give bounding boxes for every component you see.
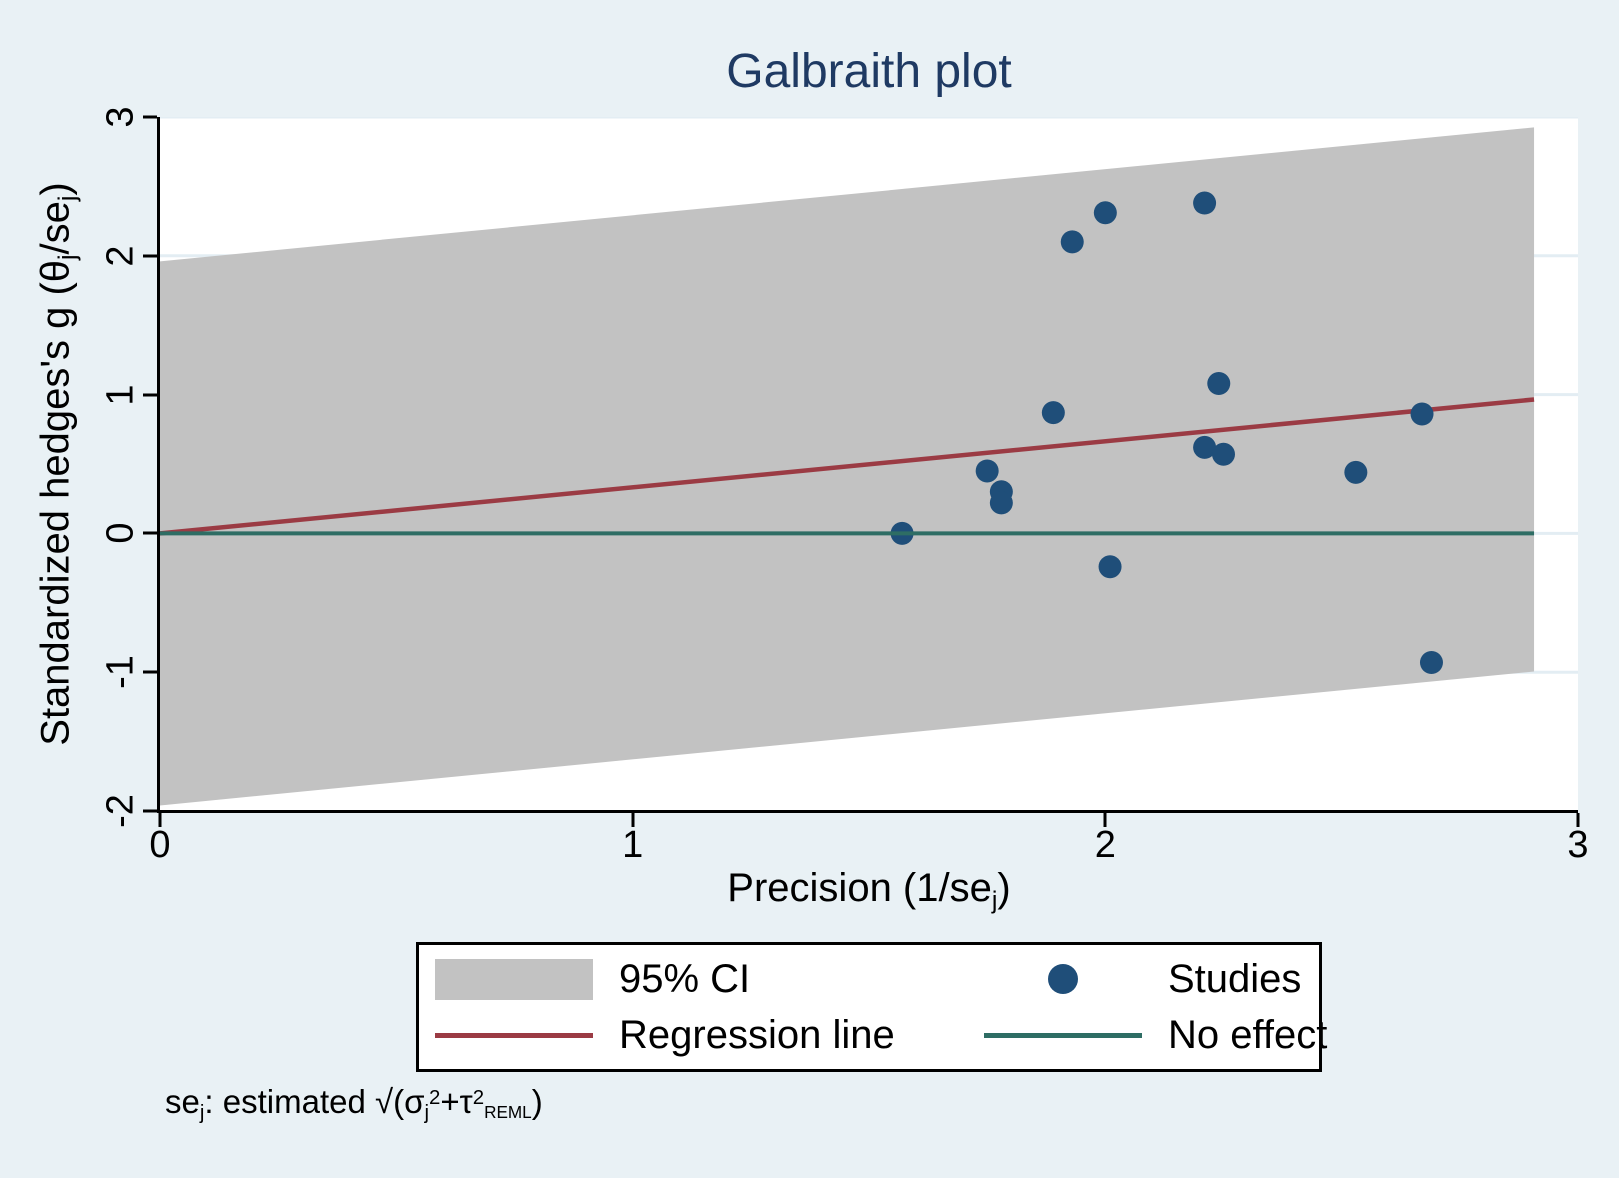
y-tick-label: -2	[99, 794, 142, 828]
y-tick-label: 3	[99, 106, 142, 128]
x-tick-mark	[1103, 813, 1107, 827]
x-tick-label: 2	[1094, 824, 1116, 866]
study-point	[975, 459, 999, 483]
footnote: sej: estimated √(σj2+τ2REML)	[165, 1083, 543, 1125]
y-tick-mark	[143, 809, 157, 813]
x-axis-line	[157, 810, 1578, 813]
no-effect-line-swatch	[984, 1032, 1142, 1038]
y-axis-title: Standardized hedges's g (θj/sej)	[33, 182, 82, 746]
x-tick-mark	[631, 813, 635, 827]
y-axis-line	[157, 117, 160, 813]
y-tick-mark	[143, 115, 157, 119]
y-tick-mark	[143, 254, 157, 258]
study-point	[1212, 442, 1235, 466]
studies-dot-swatch	[1048, 964, 1078, 994]
y-tick-label: 1	[99, 384, 142, 406]
legend-label-regression: Regression line	[619, 1012, 895, 1057]
y-tick-label: 2	[99, 245, 142, 267]
regression-line	[160, 397, 1535, 536]
study-point	[1207, 371, 1231, 395]
y-tick-mark	[143, 670, 157, 674]
study-point	[1060, 230, 1084, 254]
legend-label-no-effect: No effect	[1168, 1012, 1328, 1057]
legend-item-ci: 95% CI	[435, 957, 984, 1002]
x-tick-label: 0	[149, 824, 171, 866]
study-point	[1193, 435, 1217, 459]
study-point	[1193, 191, 1217, 215]
plot-canvas	[160, 117, 1578, 806]
study-point	[1098, 555, 1122, 579]
legend-item-studies: Studies	[984, 957, 1327, 1002]
legend-item-regression: Regression line	[435, 1013, 984, 1058]
regression-line-swatch	[435, 1032, 593, 1038]
study-point	[1041, 401, 1065, 425]
study-point	[1344, 460, 1368, 484]
x-tick-mark	[158, 813, 162, 827]
legend: 95% CI Studies Regression line No effect	[416, 942, 1327, 1072]
chart-title: Galbraith plot	[726, 45, 1012, 98]
study-point	[989, 491, 1013, 515]
y-tick-label: -1	[99, 655, 142, 690]
ci-band-swatch	[435, 958, 593, 1000]
plot-area	[160, 117, 1578, 811]
y-tick-label: 0	[99, 522, 142, 544]
x-axis-title: Precision (1/sej)	[727, 866, 1011, 915]
legend-label-ci: 95% CI	[619, 956, 751, 1001]
study-point	[1419, 650, 1443, 674]
y-tick-mark	[143, 393, 157, 397]
study-point	[1410, 402, 1434, 426]
y-tick-mark	[143, 531, 157, 535]
study-point	[1093, 201, 1117, 225]
legend-item-no-effect: No effect	[984, 1013, 1327, 1058]
legend-label-studies: Studies	[1168, 956, 1302, 1001]
x-tick-label: 3	[1567, 824, 1589, 866]
x-tick-label: 1	[622, 824, 644, 866]
x-tick-mark	[1576, 813, 1580, 827]
